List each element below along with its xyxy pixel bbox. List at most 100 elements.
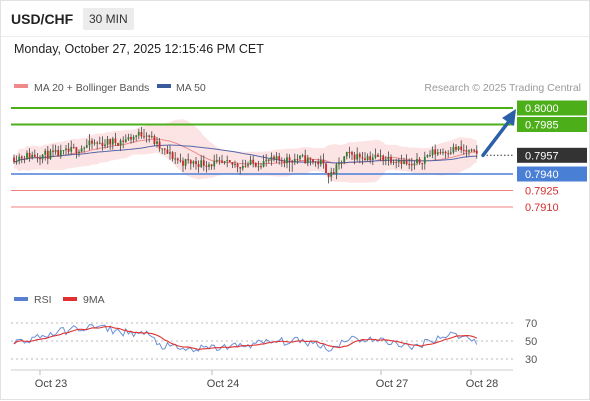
candle-body (364, 158, 366, 161)
candle-body (119, 140, 122, 146)
candle-body (353, 154, 356, 160)
candle-body (39, 157, 41, 160)
candle-body (197, 164, 200, 168)
candle-body (169, 152, 171, 154)
candle-body (377, 154, 379, 157)
candle-body (31, 154, 34, 158)
level-label-current: 0.7957 (525, 150, 559, 162)
rsi-legend-swatch (14, 297, 28, 301)
candle-body (145, 135, 148, 137)
candle-body (249, 159, 252, 165)
candle-body (36, 156, 39, 158)
candle-body (332, 172, 335, 175)
candle-body (475, 150, 478, 154)
candle-body (166, 149, 169, 154)
candle-body (158, 141, 161, 149)
candle-body (317, 161, 320, 165)
candle-body (221, 160, 223, 163)
candle-body (106, 139, 109, 145)
candle-body (15, 161, 18, 163)
ma20-legend-label: MA 20 + Bollinger Bands (34, 82, 149, 94)
candle-body (449, 152, 452, 154)
candle-body (59, 150, 62, 157)
candle-body (18, 156, 21, 162)
candle-body (296, 159, 299, 161)
rsi-line (13, 324, 478, 353)
candle-body (247, 164, 249, 166)
candle-body (171, 152, 174, 160)
x-tick-label: Oct 24 (207, 378, 239, 390)
candle-body (387, 157, 390, 160)
candle-body (187, 159, 190, 161)
candle-body (52, 150, 54, 152)
candle-body (218, 159, 221, 161)
candle-body (325, 163, 327, 173)
candle-body (132, 136, 135, 140)
candle-body (228, 160, 231, 163)
candle-body (405, 160, 408, 165)
candle-body (426, 155, 429, 157)
arrow-shaft (481, 118, 512, 158)
candle-body (416, 158, 418, 164)
candle-body (257, 166, 260, 168)
level-label-box-support (517, 166, 587, 182)
forecast-arrow (481, 109, 516, 158)
candle-body (322, 159, 325, 164)
x-axis: Oct 23 Oct 24 Oct 27 Oct 28 (35, 370, 498, 390)
candle-body (33, 154, 36, 157)
candle-body (382, 155, 385, 161)
level-label-support: 0.7940 (525, 169, 559, 181)
source-credit: Research © 2025 Trading Central (424, 82, 581, 94)
candle-body (338, 162, 340, 165)
candle-body (439, 152, 442, 154)
candle-body (54, 149, 57, 152)
candle-body (226, 160, 229, 162)
candle-body (44, 150, 47, 155)
candle-body (452, 146, 455, 153)
price-levels (11, 107, 513, 208)
chart-datetime: Monday, October 27, 2025 12:15:46 PM CET (14, 42, 264, 56)
price-level-labels: 0.8000 0.7985 0.7957 0.7940 0.7925 0.7910 (517, 100, 587, 214)
candle-body (88, 140, 91, 146)
candle-body (137, 131, 140, 136)
arrow-head (502, 109, 516, 126)
candle-body (361, 157, 364, 159)
candle-body (436, 152, 439, 155)
candle-body (78, 151, 80, 154)
candle-body (223, 161, 226, 163)
candle-body (395, 161, 398, 163)
level-label-minor_support: 0.7910 (525, 202, 559, 214)
candle-body (241, 165, 244, 169)
candle-body (135, 135, 138, 137)
candle-body (174, 158, 177, 160)
candle-body (273, 156, 275, 160)
candle-body (124, 139, 127, 142)
candle-body (122, 140, 125, 142)
candle-body (348, 151, 351, 153)
candle-body (205, 165, 208, 167)
ma50-legend-swatch (157, 84, 171, 88)
candle-body (304, 155, 307, 164)
candle-body (189, 160, 192, 164)
candle-body (455, 146, 457, 150)
bollinger-band (14, 119, 477, 183)
candle-body (327, 172, 330, 177)
candle-body (275, 156, 278, 160)
candle-body (252, 159, 255, 164)
candle-body (306, 157, 309, 164)
candle-body (260, 166, 262, 168)
candle-body (28, 152, 31, 158)
candle-body (96, 142, 99, 144)
chart-header: USD/CHF 30 MIN (1, 1, 589, 37)
candle-body (195, 161, 197, 165)
candle-body (143, 136, 145, 138)
candle-body (431, 149, 434, 156)
candle-body (465, 150, 468, 152)
candle-body (447, 153, 450, 155)
candle-body (117, 143, 119, 146)
candle-body (457, 146, 460, 150)
x-tick-label: Oct 28 (466, 378, 498, 390)
candle-body (265, 159, 268, 162)
candle-body (442, 151, 444, 153)
timeframe-button[interactable]: 30 MIN (83, 8, 134, 30)
